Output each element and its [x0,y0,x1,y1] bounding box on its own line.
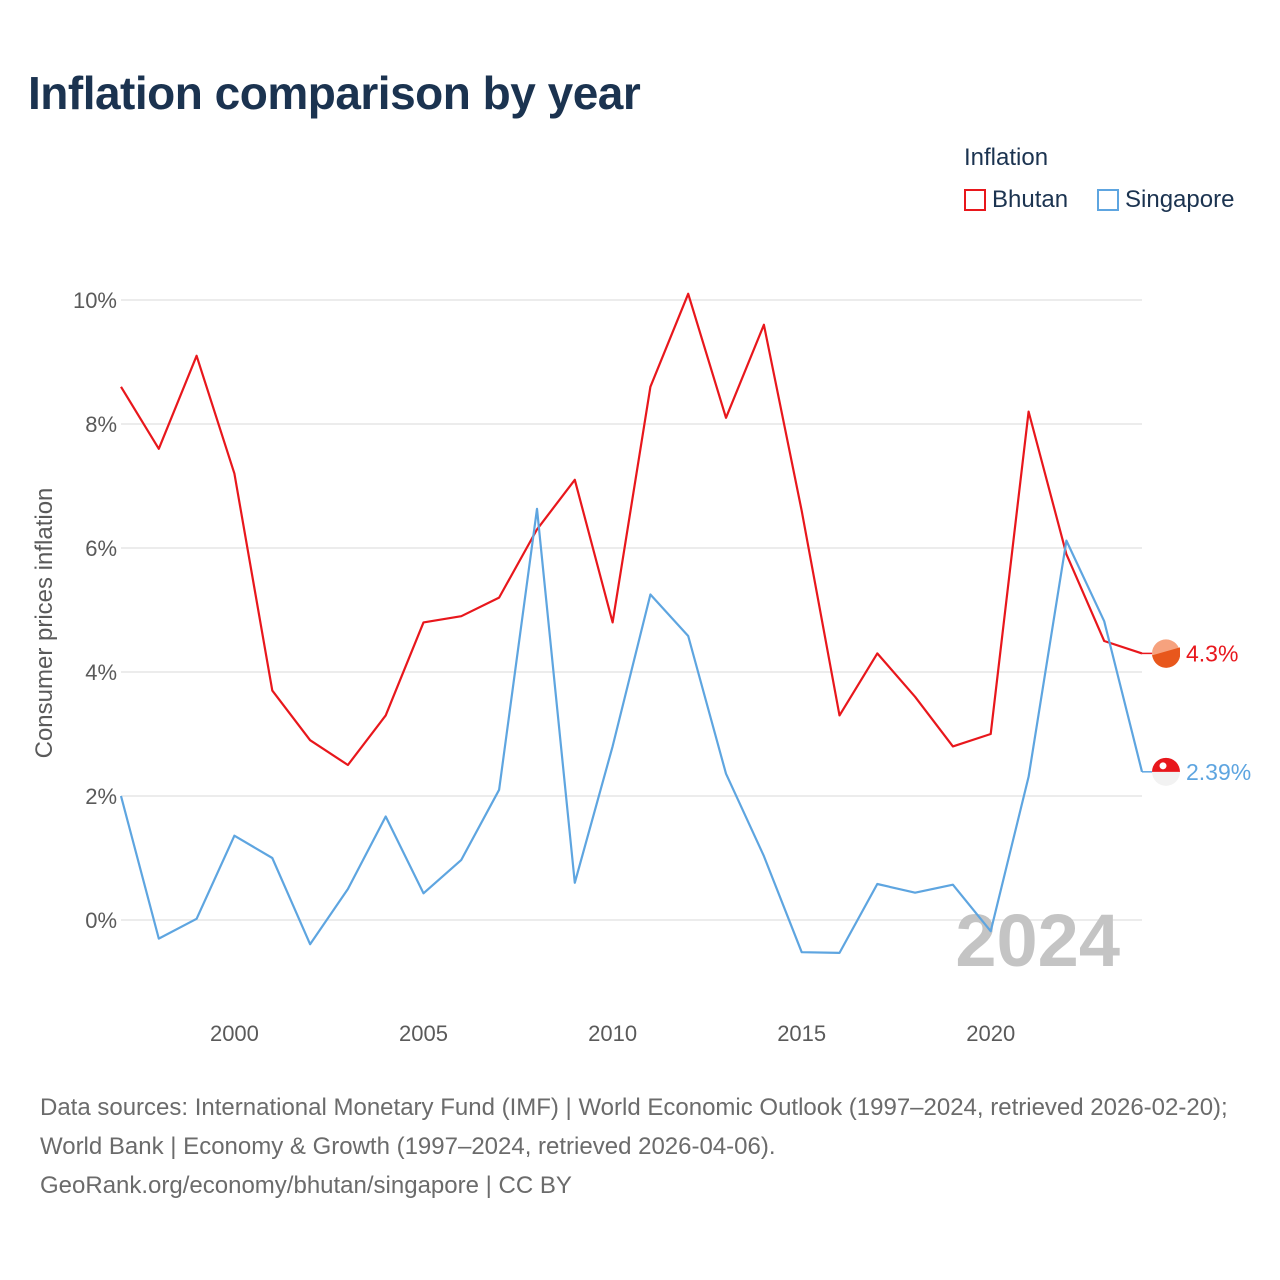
data-point-bhutan-2005[interactable] [420,618,428,626]
data-point-singapore-2014[interactable] [760,852,768,860]
x-tick-label: 2005 [399,1021,448,1046]
x-tick-label: 2000 [210,1021,259,1046]
end-label-bhutan: 4.3% [1186,640,1238,666]
data-point-singapore-1997[interactable] [117,792,125,800]
data-point-singapore-1999[interactable] [193,915,201,923]
y-tick-label: 2% [85,784,117,809]
data-point-singapore-2007[interactable] [495,786,503,794]
data-point-singapore-2005[interactable] [420,889,428,897]
data-point-singapore-2004[interactable] [382,812,390,820]
data-point-singapore-2016[interactable] [835,949,843,957]
data-point-bhutan-2011[interactable] [646,383,654,391]
data-point-singapore-2003[interactable] [344,885,352,893]
y-tick-label: 8% [85,412,117,437]
data-point-singapore-2001[interactable] [268,854,276,862]
data-point-bhutan-2017[interactable] [873,649,881,657]
data-point-bhutan-2002[interactable] [306,736,314,744]
data-point-bhutan-2015[interactable] [798,507,806,515]
y-axis-label: Consumer prices inflation [31,488,58,759]
bhutan-flag-lower [1152,647,1180,668]
data-point-singapore-2013[interactable] [722,770,730,778]
data-point-singapore-2002[interactable] [306,940,314,948]
data-point-singapore-2021[interactable] [1025,773,1033,781]
data-point-bhutan-1997[interactable] [117,383,125,391]
series-lines [117,290,1144,957]
data-point-singapore-2010[interactable] [609,742,617,750]
data-point-singapore-2000[interactable] [230,832,238,840]
data-point-bhutan-2003[interactable] [344,761,352,769]
data-point-bhutan-2016[interactable] [835,711,843,719]
data-point-singapore-2012[interactable] [684,632,692,640]
data-point-bhutan-2006[interactable] [457,612,465,620]
data-point-bhutan-2013[interactable] [722,414,730,422]
data-point-singapore-2008[interactable] [533,505,541,513]
singapore-flag-crescent [1159,762,1167,770]
data-point-bhutan-2014[interactable] [760,321,768,329]
x-tick-label: 2020 [966,1021,1015,1046]
data-point-bhutan-2001[interactable] [268,687,276,695]
data-point-bhutan-2020[interactable] [987,730,995,738]
data-point-bhutan-1999[interactable] [193,352,201,360]
series-line-bhutan[interactable] [120,292,1143,767]
data-point-bhutan-2007[interactable] [495,594,503,602]
data-point-singapore-1998[interactable] [155,935,163,943]
data-point-bhutan-1998[interactable] [155,445,163,453]
legend-item-bhutan[interactable]: Bhutan [964,186,1068,214]
footer-attribution: GeoRank.org/economy/bhutan/singapore | C… [40,1172,572,1199]
data-point-singapore-2011[interactable] [646,591,654,599]
year-watermark: 2024 [955,899,1120,982]
data-point-bhutan-2000[interactable] [230,470,238,478]
x-axis-ticks: 2000 2005 2010 2015 2020 [210,1021,1015,1046]
y-tick-label: 10% [73,288,117,313]
grid-lines [121,299,1142,921]
y-tick-label: 0% [85,908,117,933]
legend-swatch-singapore [1097,189,1119,211]
data-point-singapore-2006[interactable] [457,856,465,864]
data-point-singapore-2020[interactable] [987,927,995,935]
data-point-bhutan-2004[interactable] [382,711,390,719]
data-point-singapore-2019[interactable] [949,881,957,889]
data-point-bhutan-2018[interactable] [911,693,919,701]
series-line-singapore[interactable] [119,507,1144,955]
series-end-labels: 4.3% 2.39% [1142,639,1251,786]
legend-label-singapore: Singapore [1125,186,1235,213]
legend-item-singapore[interactable]: Singapore [1097,186,1234,214]
data-point-bhutan-2010[interactable] [609,618,617,626]
y-axis-ticks: 0% 2% 4% 6% 8% 10% [73,288,117,933]
footer-sources: Data sources: International Monetary Fun… [40,1094,1228,1160]
data-point-bhutan-2009[interactable] [571,476,579,484]
data-point-bhutan-2021[interactable] [1025,408,1033,416]
data-point-singapore-2015[interactable] [798,948,806,956]
x-tick-label: 2015 [777,1021,826,1046]
data-point-singapore-2022[interactable] [1062,537,1070,545]
data-point-singapore-2017[interactable] [873,880,881,888]
chart-title: Inflation comparison by year [28,67,641,119]
legend-swatch-bhutan [964,189,986,211]
data-point-singapore-2023[interactable] [1100,617,1108,625]
y-tick-label: 4% [85,660,117,685]
x-tick-label: 2010 [588,1021,637,1046]
data-point-bhutan-2019[interactable] [949,742,957,750]
end-label-singapore: 2.39% [1186,759,1251,785]
footer: Data sources: International Monetary Fun… [40,1088,1250,1205]
data-point-bhutan-2012[interactable] [684,290,692,298]
legend-label-bhutan: Bhutan [992,186,1069,213]
data-point-singapore-2009[interactable] [571,879,579,887]
legend-title: Inflation [964,144,1049,171]
y-tick-label: 6% [85,536,117,561]
data-point-bhutan-2023[interactable] [1100,637,1108,645]
data-point-singapore-2018[interactable] [911,889,919,897]
line-chart: 0% 2% 4% 6% 8% 10% 2000 2005 2010 2015 2020 Consu… [31,288,1251,1046]
